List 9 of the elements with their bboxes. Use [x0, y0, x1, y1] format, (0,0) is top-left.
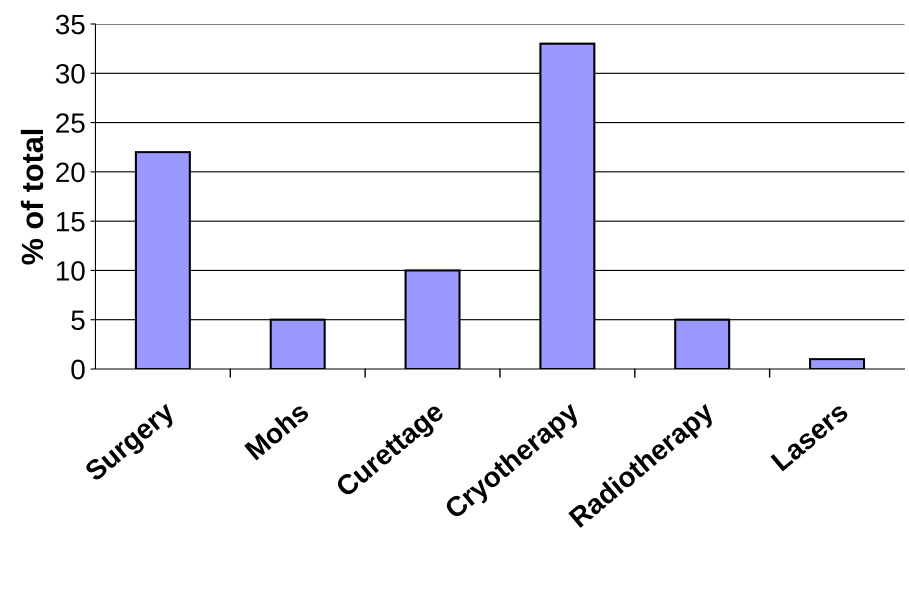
- y-axis-title: % of total: [20, 130, 44, 264]
- y-tick-label: 0: [71, 360, 85, 380]
- y-tick-label: 5: [71, 310, 85, 330]
- y-tick-label: 20: [56, 162, 85, 182]
- y-tick-label: 35: [56, 14, 85, 34]
- y-tick-label: 25: [56, 113, 85, 133]
- y-tick-label: 10: [56, 261, 85, 281]
- y-tick-label: 30: [56, 64, 85, 84]
- y-tick-label: 15: [56, 212, 85, 232]
